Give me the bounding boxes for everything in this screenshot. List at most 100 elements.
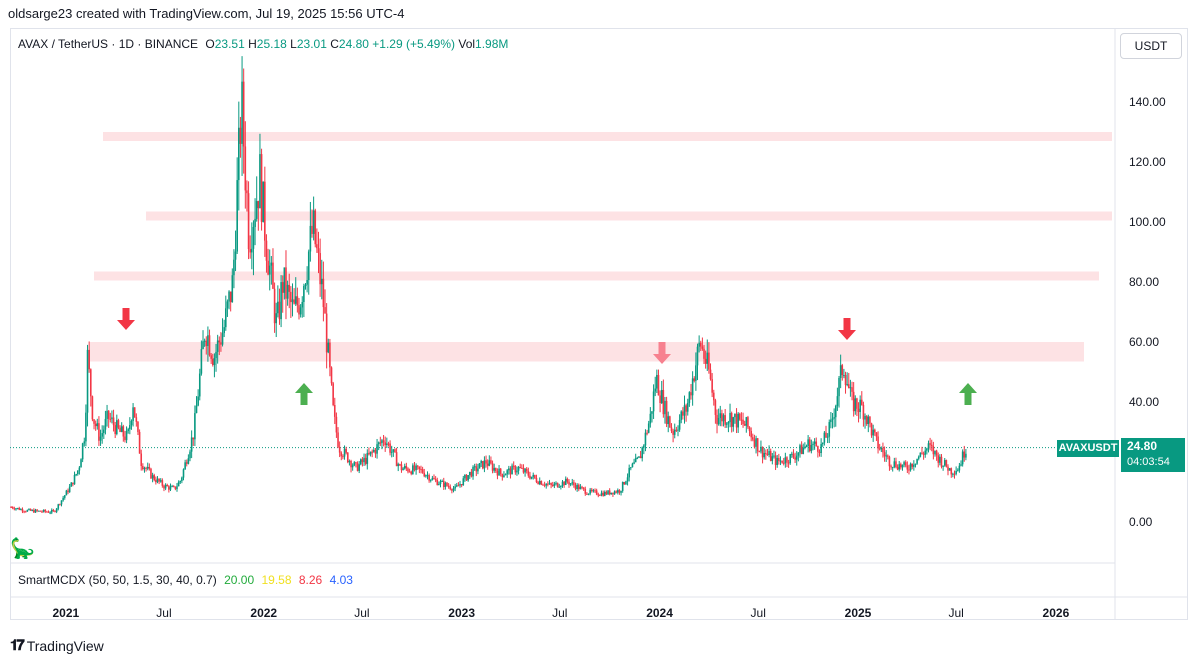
symbol-name[interactable]: AVAX / TetherUS · 1D · BINANCE	[18, 37, 199, 51]
candle-body	[834, 405, 837, 418]
candle-body	[382, 440, 385, 443]
candle-body	[233, 259, 235, 276]
candle-body	[924, 450, 927, 455]
candle-body	[156, 478, 159, 483]
candle-body	[255, 201, 258, 219]
candle-body	[317, 248, 320, 254]
candle-body	[763, 452, 765, 458]
candle-body	[556, 482, 559, 488]
candle-body	[345, 448, 347, 453]
candle-body	[68, 486, 71, 493]
candle-body	[683, 405, 686, 416]
candle-body	[781, 460, 783, 463]
dino-icon[interactable]: 🦕	[10, 538, 35, 560]
candle-body	[470, 471, 473, 477]
candle-body	[703, 348, 705, 359]
candle-body	[722, 415, 725, 422]
candle-body	[804, 446, 806, 448]
indicator-name[interactable]: SmartMCDX (50, 50, 1.5, 30, 40, 0.7)	[18, 573, 217, 587]
x-tick-label: Jul	[354, 606, 369, 620]
high-label: H	[248, 37, 257, 51]
candle-body	[836, 396, 839, 406]
candle-body	[112, 417, 115, 426]
candle-body	[130, 420, 133, 426]
candle-body	[473, 466, 476, 468]
candle-body	[36, 509, 38, 511]
candle-body	[917, 456, 920, 459]
candle-body	[678, 419, 681, 430]
candle-body	[13, 508, 16, 510]
candle-body	[18, 507, 21, 510]
candle-body	[182, 469, 185, 478]
candle-body	[952, 473, 954, 475]
candle-body	[425, 475, 427, 477]
candle-body	[405, 466, 408, 469]
candle-body	[607, 490, 609, 495]
candle-body	[948, 468, 951, 471]
chart-frame	[10, 28, 1188, 620]
candle-body	[815, 441, 818, 447]
candle-body	[854, 398, 857, 412]
candle-body	[932, 446, 935, 455]
candle-body	[519, 467, 522, 469]
candle-body	[460, 484, 463, 486]
candle-body	[643, 445, 645, 448]
candle-body	[221, 333, 224, 345]
candle-body	[888, 456, 891, 467]
candle-body	[143, 467, 146, 470]
candle-body	[693, 378, 696, 381]
candle-body	[791, 453, 793, 455]
candle-body	[412, 465, 414, 474]
candle-body	[449, 486, 452, 490]
candle-body	[101, 433, 103, 437]
candle-body	[641, 447, 644, 459]
candle-body	[275, 313, 278, 324]
candle-body	[945, 460, 948, 467]
candle-body	[839, 365, 842, 378]
candle-body	[416, 465, 419, 467]
candle-body	[153, 475, 156, 481]
candle-body	[667, 416, 670, 425]
candle-body	[44, 509, 47, 512]
candle-body	[179, 481, 182, 483]
candle-body	[208, 335, 211, 356]
candle-body	[312, 210, 315, 234]
candle-body	[446, 482, 448, 486]
candle-body	[262, 181, 265, 222]
chart-attribution: oldsarge23 created with TradingView.com,…	[8, 6, 405, 21]
candle-body	[356, 463, 359, 471]
candle-body	[343, 448, 346, 457]
candle-body	[755, 438, 757, 447]
candle-body	[908, 469, 910, 471]
candle-body	[23, 511, 25, 513]
candle-body	[802, 447, 805, 454]
tradingview-brand[interactable]: 𝟏𝟕 TradingView	[10, 637, 104, 654]
candle-body	[163, 485, 165, 489]
candle-body	[10, 507, 12, 508]
candle-body	[16, 507, 19, 509]
candle-body	[236, 180, 238, 252]
y-tick-label: 140.00	[1129, 95, 1166, 109]
candle-body	[773, 455, 775, 457]
candle-body	[478, 463, 481, 469]
candle-body	[548, 483, 551, 485]
candle-body	[571, 482, 574, 484]
candle-body	[403, 466, 406, 469]
candle-body	[371, 451, 373, 453]
candle-body	[711, 379, 713, 393]
candle-body	[451, 489, 453, 491]
candle-body	[270, 262, 273, 266]
candle-body	[168, 486, 170, 490]
candle-body	[943, 460, 946, 466]
candle-body	[333, 405, 336, 417]
candle-body	[690, 392, 692, 396]
candle-body	[696, 346, 699, 366]
candle-body	[782, 462, 785, 464]
candle-body	[116, 420, 118, 435]
candle-body	[251, 248, 253, 253]
candle-body	[200, 349, 203, 374]
currency-button[interactable]: USDT	[1120, 33, 1182, 59]
candle-body	[155, 480, 157, 483]
candle-body	[72, 482, 74, 485]
